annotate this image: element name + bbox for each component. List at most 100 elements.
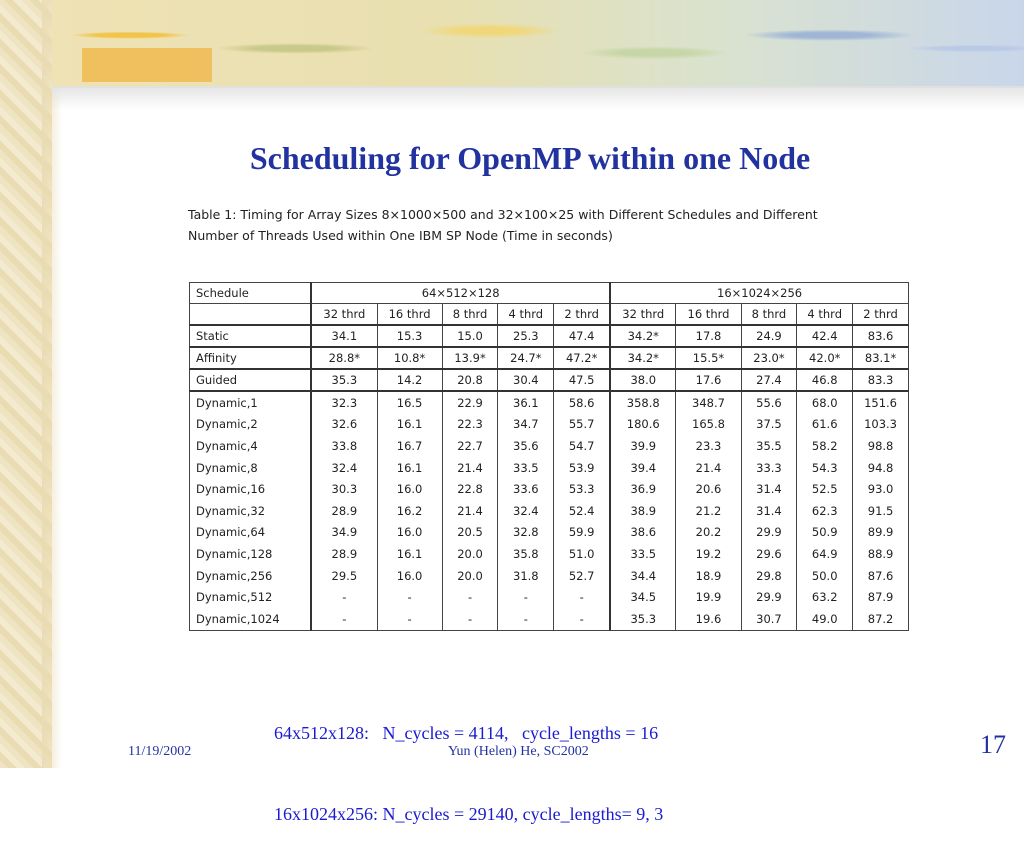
timing-value-cell: 16.7 bbox=[376, 435, 443, 457]
timing-value-cell: 20.0 bbox=[441, 543, 499, 565]
timing-value-cell: 64.9 bbox=[796, 543, 854, 565]
timing-value-cell: - bbox=[376, 607, 443, 631]
timing-value-cell: 16.2 bbox=[376, 499, 443, 522]
timing-value-cell: 35.3 bbox=[310, 368, 378, 392]
timing-value-cell: 36.9 bbox=[609, 478, 677, 500]
timing-value-cell: 58.6 bbox=[553, 390, 611, 414]
timing-value-cell: 10.8* bbox=[376, 346, 443, 370]
schedule-name-cell: Dynamic,8 bbox=[189, 456, 312, 479]
timing-value-cell: 29.6 bbox=[740, 543, 798, 565]
timing-value-cell: 29.9 bbox=[740, 586, 798, 608]
thread-count-header: 4 thrd bbox=[497, 303, 555, 326]
timing-value-cell: - bbox=[553, 607, 611, 631]
timing-value-cell: 29.9 bbox=[740, 521, 798, 544]
timing-value-cell: 22.7 bbox=[441, 435, 499, 457]
table-header-row-threads: 32 thrd 16 thrd 8 thrd 4 thrd 2 thrd 32 thrd 1… bbox=[189, 303, 909, 326]
thread-count-header: 32 thrd bbox=[310, 303, 378, 326]
timing-value-cell: - bbox=[497, 607, 555, 631]
timing-value-cell: 35.8 bbox=[497, 543, 555, 565]
timing-value-cell: 34.1 bbox=[310, 324, 378, 348]
timing-value-cell: 47.2* bbox=[553, 346, 611, 370]
schedule-name-cell: Guided bbox=[189, 368, 312, 392]
group-header-64x512x128: 64×512×128 bbox=[310, 282, 611, 304]
timing-value-cell: 34.2* bbox=[609, 346, 677, 370]
timing-value-cell: 16.5 bbox=[376, 390, 443, 414]
timing-value-cell: 32.4 bbox=[310, 456, 378, 479]
table-row: Dynamic,32 28.9 16.2 21.4 32.4 52.4 38.9 21.2 31… bbox=[189, 499, 909, 522]
thread-count-header: 4 thrd bbox=[796, 303, 854, 326]
thread-count-header: 8 thrd bbox=[740, 303, 798, 326]
table-row: Dynamic,512- - - - -34.5 19.9 29.9 63.2 87.9 bbox=[189, 586, 909, 608]
timing-value-cell: 39.4 bbox=[609, 456, 677, 479]
table-row: Static 34.1 15.3 15.0 25.3 47.4 34.2* 17.8 24.9 4… bbox=[189, 324, 909, 348]
timing-value-cell: 34.9 bbox=[310, 521, 378, 544]
table-row: Dynamic,4 33.8 16.7 22.7 35.6 54.7 39.9 23.3 35.… bbox=[189, 435, 909, 457]
timing-value-cell: 19.2 bbox=[675, 543, 742, 565]
timing-value-cell: 19.6 bbox=[675, 607, 742, 631]
timing-value-cell: 16.1 bbox=[376, 456, 443, 479]
timing-value-cell: 21.4 bbox=[441, 499, 499, 522]
timing-value-cell: 15.0 bbox=[441, 324, 499, 348]
thread-count-header: 16 thrd bbox=[376, 303, 443, 326]
timing-value-cell: 55.6 bbox=[740, 390, 798, 414]
timing-value-cell: 38.0 bbox=[609, 368, 677, 392]
timing-value-cell: 33.3 bbox=[740, 456, 798, 479]
timing-value-cell: 46.8 bbox=[796, 368, 854, 392]
timing-value-cell: 87.9 bbox=[852, 586, 909, 608]
timing-value-cell: 87.6 bbox=[852, 564, 909, 587]
timing-value-cell: 19.9 bbox=[675, 586, 742, 608]
timing-value-cell: 33.5 bbox=[497, 456, 555, 479]
timing-value-cell: 62.3 bbox=[796, 499, 854, 522]
timing-value-cell: 32.8 bbox=[497, 521, 555, 544]
timing-value-cell: 52.5 bbox=[796, 478, 854, 500]
timing-value-cell: 32.4 bbox=[497, 499, 555, 522]
timing-value-cell: 15.3 bbox=[376, 324, 443, 348]
timing-value-cell: 53.9 bbox=[553, 456, 611, 479]
cycle-note-line-2: 16x1024x256: N_cycles = 29140, cycle_len… bbox=[274, 804, 664, 824]
timing-value-cell: 52.7 bbox=[553, 564, 611, 587]
timing-value-cell: 20.2 bbox=[675, 521, 742, 544]
timing-value-cell: 22.3 bbox=[441, 413, 499, 436]
cycle-notes: 64x512x128: N_cycles = 4114, cycle_lengt… bbox=[274, 666, 663, 855]
timing-value-cell: 42.0* bbox=[796, 346, 854, 370]
timing-value-cell: 55.7 bbox=[553, 413, 611, 436]
timing-value-cell: 49.0 bbox=[796, 607, 854, 631]
timing-value-cell: 24.7* bbox=[497, 346, 555, 370]
timing-value-cell: 21.4 bbox=[441, 456, 499, 479]
timing-value-cell: 53.3 bbox=[553, 478, 611, 500]
timing-value-cell: 29.5 bbox=[310, 564, 378, 587]
timing-value-cell: - bbox=[310, 607, 378, 631]
timing-value-cell: 98.8 bbox=[852, 435, 909, 457]
timing-value-cell: 16.0 bbox=[376, 564, 443, 587]
timing-value-cell: 83.1* bbox=[852, 346, 909, 370]
timing-value-cell: 89.9 bbox=[852, 521, 909, 544]
table-caption: Table 1: Timing for Array Sizes 8×1000×5… bbox=[188, 204, 918, 246]
thread-count-header: 32 thrd bbox=[609, 303, 677, 326]
schedule-name-cell: Dynamic,512 bbox=[189, 586, 312, 608]
timing-value-cell: 28.8* bbox=[310, 346, 378, 370]
schedule-name-cell: Dynamic,128 bbox=[189, 543, 312, 565]
timing-value-cell: 20.5 bbox=[441, 521, 499, 544]
schedule-name-cell: Static bbox=[189, 324, 312, 348]
timing-value-cell: 88.9 bbox=[852, 543, 909, 565]
timing-value-cell: 30.4 bbox=[497, 368, 555, 392]
timing-value-cell: 38.9 bbox=[609, 499, 677, 522]
slide-title: Scheduling for OpenMP within one Node bbox=[249, 140, 811, 176]
schedule-name-cell: Dynamic,1024 bbox=[189, 607, 312, 631]
table-caption-line-1: Table 1: Timing for Array Sizes 8×1000×5… bbox=[188, 207, 818, 222]
timing-value-cell: 36.1 bbox=[497, 390, 555, 414]
timing-value-cell: 16.0 bbox=[376, 478, 443, 500]
timing-value-cell: 54.7 bbox=[553, 435, 611, 457]
timing-value-cell: 25.3 bbox=[497, 324, 555, 348]
timing-value-cell: 32.6 bbox=[310, 413, 378, 436]
timing-value-cell: 21.2 bbox=[675, 499, 742, 522]
timing-value-cell: 31.8 bbox=[497, 564, 555, 587]
schedule-name-cell: Dynamic,1 bbox=[189, 390, 312, 414]
schedule-name-cell: Dynamic,2 bbox=[189, 413, 312, 436]
thread-count-header: 2 thrd bbox=[553, 303, 611, 326]
thread-count-header: 8 thrd bbox=[441, 303, 499, 326]
timing-value-cell: 34.4 bbox=[609, 564, 677, 587]
table-body: Static 34.1 15.3 15.0 25.3 47.4 34.2* 17.8 24.9 4… bbox=[189, 324, 909, 631]
slide-number: 17 bbox=[980, 730, 1006, 759]
timing-value-cell: 35.6 bbox=[497, 435, 555, 457]
